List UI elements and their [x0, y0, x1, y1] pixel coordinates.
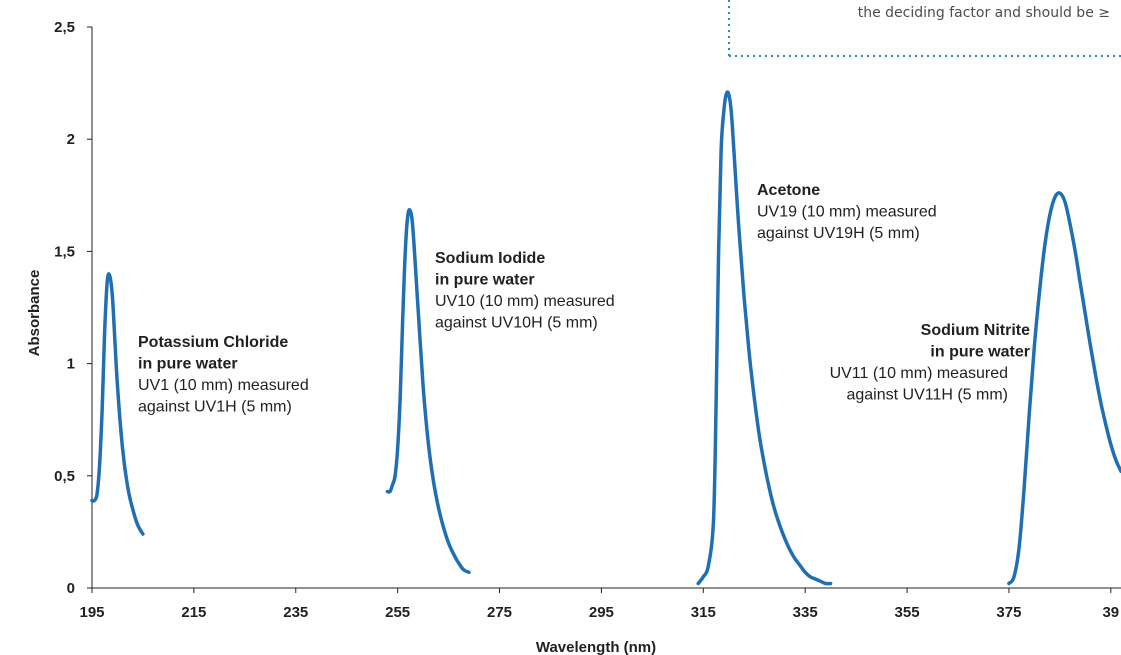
x-tick-label: 235 — [283, 604, 308, 621]
y-tick-label: 1 — [67, 356, 75, 373]
annotations: Potassium Chloride in pure water UV1 (10 m… — [138, 182, 1030, 416]
annotation-line: against UV19H (5 mm) — [757, 225, 920, 242]
x-tick-label: 275 — [487, 604, 512, 621]
y-tick-label: 1,5 — [54, 243, 75, 260]
sodium-iodide-line — [385, 207, 471, 575]
annotation-line: Sodium Nitrite — [921, 322, 1030, 339]
annotation-line: Potassium Chloride — [138, 334, 288, 351]
annotation-acetone: Acetone UV19 (10 mm) measured against UV19… — [757, 182, 937, 242]
y-tick-label: 0 — [67, 580, 75, 597]
annotation-line: in pure water — [138, 356, 238, 373]
annotation-potassium-chloride: Potassium Chloride in pure water UV1 (10 m… — [138, 334, 309, 416]
annotation-sodium-nitrite: Sodium Nitrite in pure water UV11 (10 mm) … — [830, 322, 1031, 404]
plot-area — [90, 90, 1121, 586]
callout-text: the deciding factor and should be ≥ — [858, 5, 1110, 21]
ticks: 195 215 235 255 275 295 315 335 355 375 39 0 0,5 1 1,5… — [54, 19, 1119, 621]
x-tick-label: 335 — [793, 604, 818, 621]
annotation-line: UV10 (10 mm) measured — [435, 293, 615, 310]
x-tick-label: 355 — [895, 604, 920, 621]
annotation-line: Acetone — [757, 182, 820, 199]
callout-box: the deciding factor and should be ≥ — [728, 0, 1121, 57]
y-tick-label: 2,5 — [54, 19, 75, 36]
x-tick-label: 315 — [691, 604, 716, 621]
x-tick-label: 375 — [996, 604, 1021, 621]
annotation-line: in pure water — [435, 272, 535, 289]
x-tick-label: 39 — [1102, 604, 1119, 621]
annotation-line: against UV11H (5 mm) — [846, 387, 1008, 404]
x-tick-label: 215 — [181, 604, 206, 621]
annotation-line: UV1 (10 mm) measured — [138, 377, 309, 394]
annotation-line: in pure water — [930, 344, 1030, 361]
x-tick-label: 295 — [589, 604, 614, 621]
annotation-line: UV19 (10 mm) measured — [757, 204, 937, 221]
annotation-line: Sodium Iodide — [435, 250, 545, 267]
x-tick-label: 255 — [385, 604, 410, 621]
x-axis-title: Wavelength (nm) — [536, 639, 656, 655]
annotation-line: UV11 (10 mm) measured — [830, 365, 1008, 382]
annotation-line: against UV10H (5 mm) — [435, 315, 598, 332]
x-tick-label: 195 — [79, 604, 104, 621]
y-axis-title: Absorbance — [26, 270, 43, 357]
annotation-line: against UV1H (5 mm) — [138, 399, 292, 416]
potassium-chloride-line — [90, 272, 145, 536]
axes — [91, 27, 1121, 589]
sodium-nitrite-line — [1007, 191, 1121, 586]
y-tick-label: 2 — [67, 131, 75, 148]
acetone-line — [696, 90, 833, 586]
y-tick-label: 0,5 — [54, 468, 75, 485]
annotation-sodium-iodide: Sodium Iodide in pure water UV10 (10 mm) m… — [435, 250, 615, 332]
